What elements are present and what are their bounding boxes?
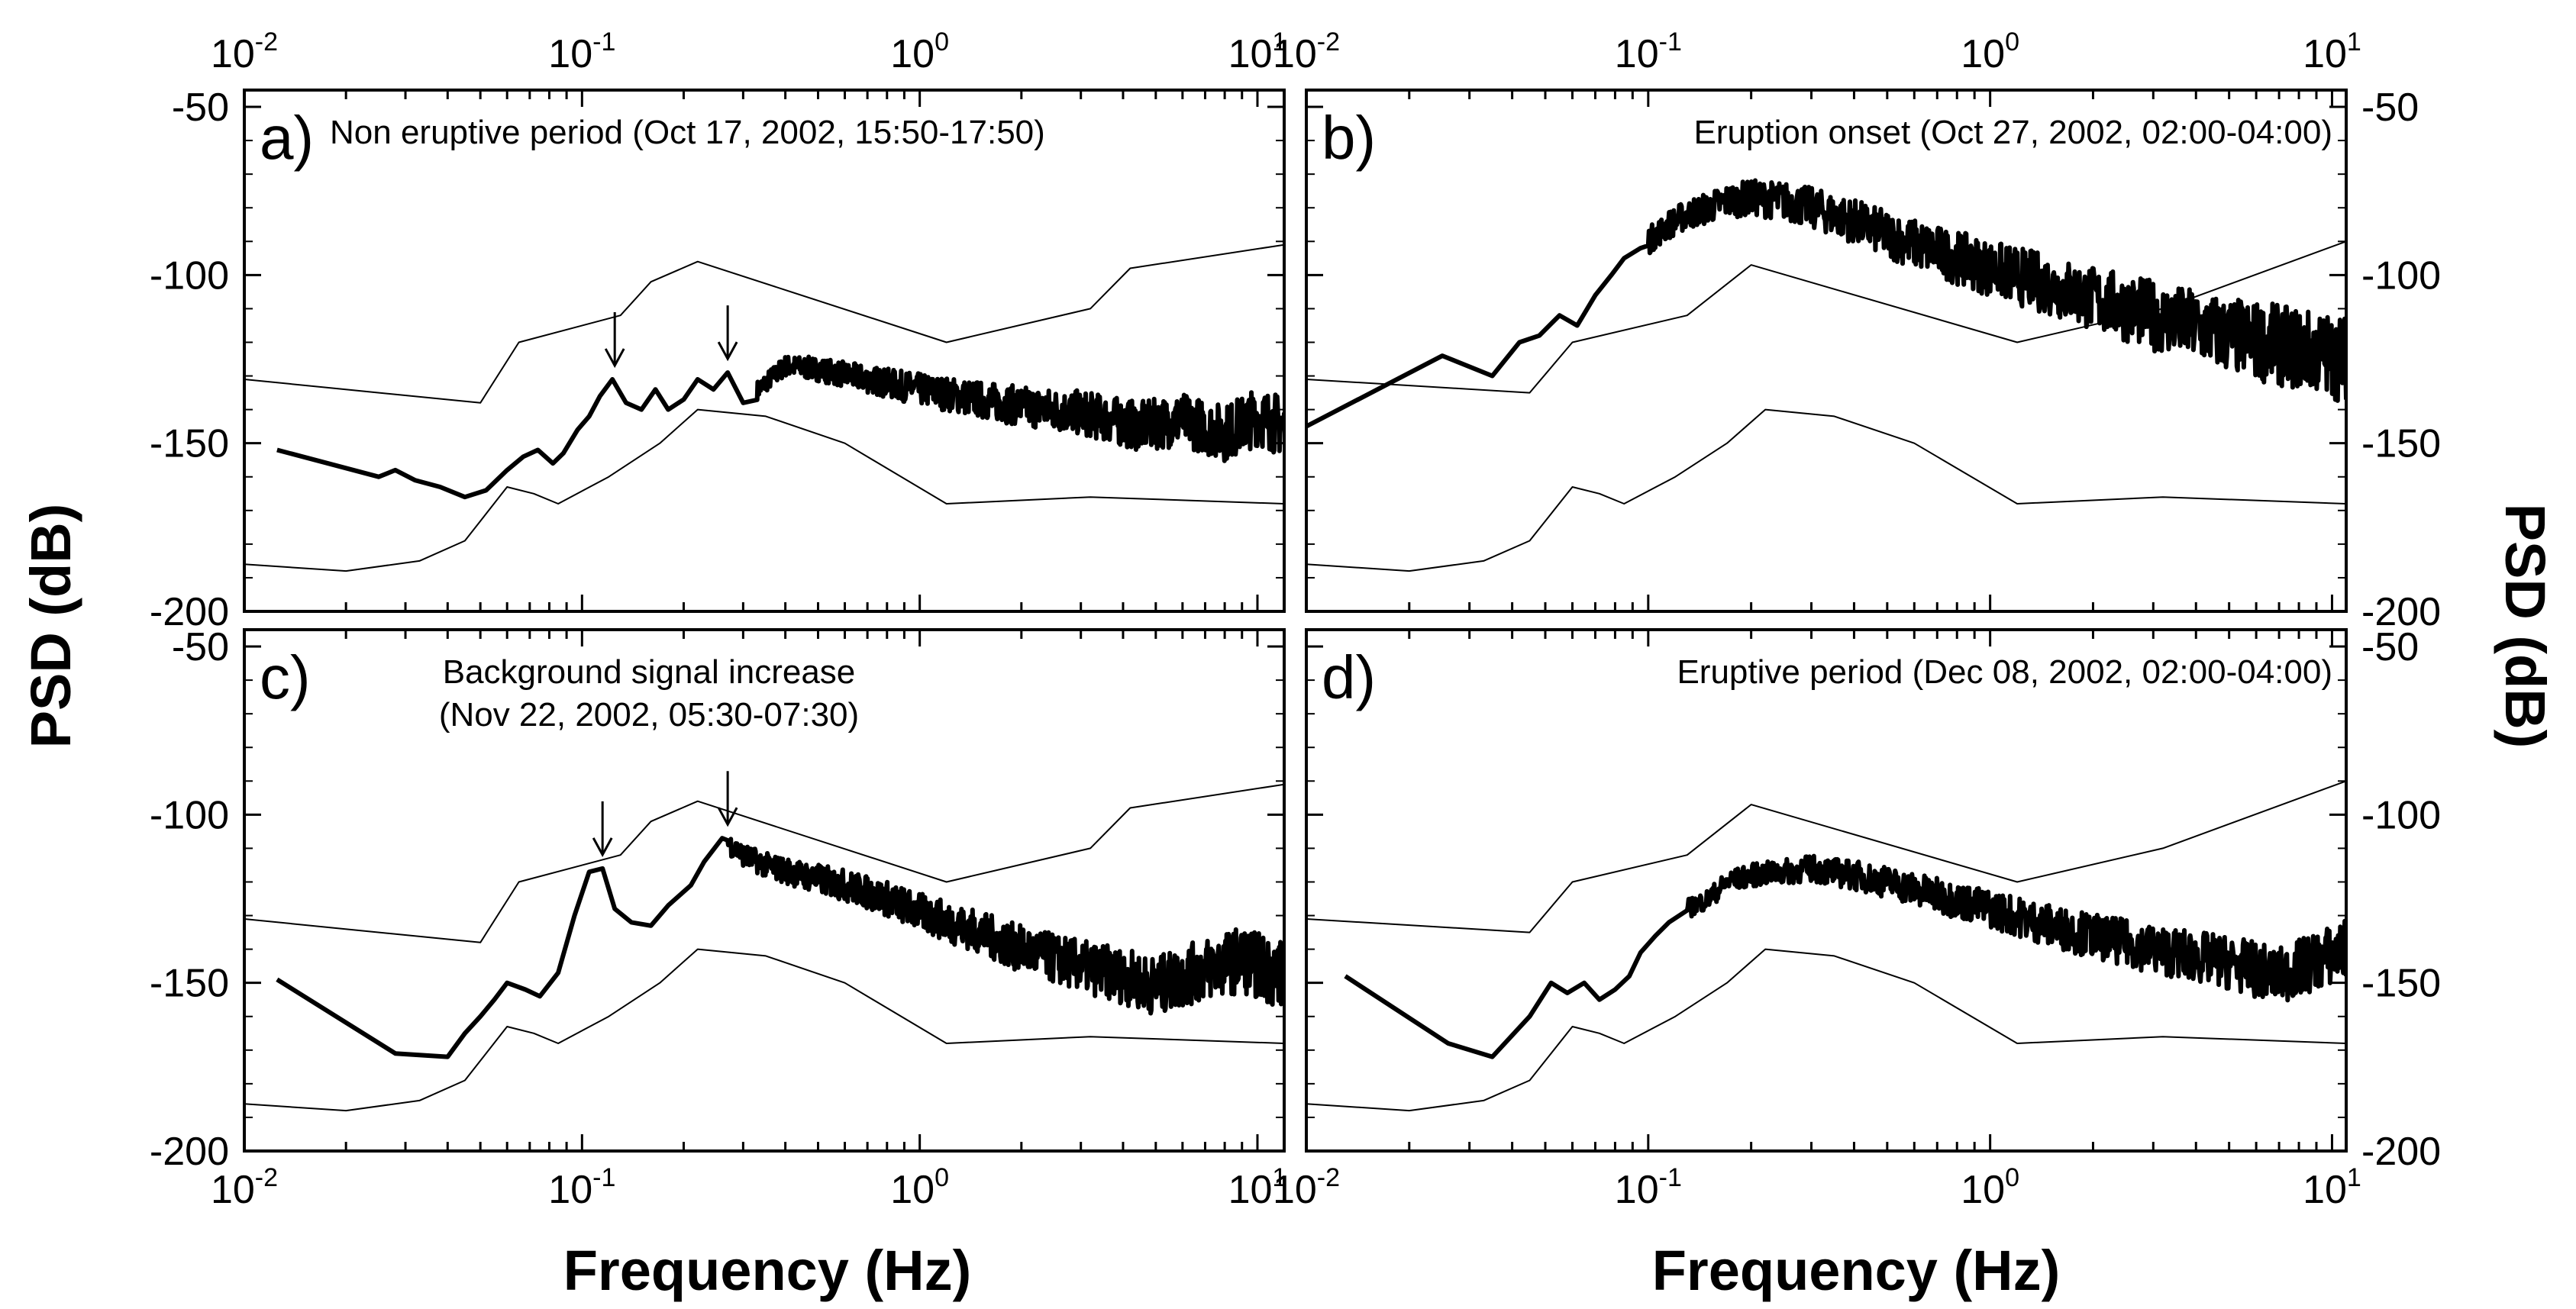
- x-tick-label: 101: [2303, 27, 2361, 76]
- arrow-head: [717, 807, 738, 827]
- x-tick-label: 10-1: [548, 1163, 615, 1212]
- arrow-marker: [604, 311, 625, 369]
- panel-letter: c): [260, 643, 311, 711]
- y-tick-label: -150: [150, 422, 229, 466]
- lower-limit-line: [1306, 408, 2346, 572]
- y-tick-label: -150: [2361, 962, 2441, 1006]
- y-tick-label: -200: [150, 590, 229, 634]
- psd-line: [1306, 178, 2346, 429]
- panel-title: Eruption onset (Oct 27, 2002, 02:00-04:0…: [1693, 114, 2332, 151]
- x-tick-label: 100: [890, 27, 949, 76]
- y-tick-label: -50: [2361, 625, 2419, 669]
- psd-line: [276, 836, 1284, 1059]
- y-tick-label: -200: [2361, 590, 2441, 634]
- y-tick-label: -50: [172, 625, 229, 669]
- upper-limit-line: [1306, 780, 2346, 933]
- y-tick-label: -150: [2361, 422, 2441, 466]
- y-tick-label: -50: [172, 85, 229, 130]
- upper-limit-line: [244, 783, 1284, 943]
- arrow-marker: [592, 801, 613, 857]
- y-axis-title-left: PSD (dB): [19, 504, 82, 749]
- panel-d-frame: [1305, 628, 2348, 1153]
- y-tick-label: -50: [2361, 85, 2419, 130]
- x-tick-label: 101: [2303, 1163, 2361, 1212]
- panel-b-series: [1306, 178, 2346, 572]
- panel-letter: a): [260, 104, 314, 172]
- x-tick-label: 100: [890, 1163, 949, 1212]
- upper-limit-line: [244, 243, 1284, 404]
- panel-title: Non eruptive period (Oct 17, 2002, 15:50…: [330, 114, 1045, 151]
- x-tick-label: 10-2: [211, 1163, 278, 1212]
- panel-letter: d): [1322, 643, 1376, 711]
- panel-d-series: [1306, 780, 2346, 1112]
- y-tick-label: -150: [150, 962, 229, 1006]
- y-tick-label: -200: [2361, 1130, 2441, 1174]
- x-tick-label: 10-2: [1273, 1163, 1340, 1212]
- upper-limit-line: [1306, 240, 2346, 394]
- panel-b-frame: [1305, 89, 2348, 613]
- lower-limit-line: [244, 948, 1284, 1112]
- y-tick-label: -100: [2361, 253, 2441, 298]
- x-tick-label: 10-2: [211, 27, 278, 76]
- panel-d: -50 -100 -150 -200 10-2 10-1 100 101 d) Eruptive …: [1273, 625, 2441, 1212]
- panel-title: Background signal increase: [443, 653, 856, 691]
- y-tick-label: -100: [2361, 793, 2441, 837]
- x-axis-title-right: Frequency (Hz): [1652, 1239, 2061, 1302]
- x-tick-label: 10-2: [1273, 27, 1340, 76]
- panel-a-series: [244, 243, 1284, 572]
- arrow-head: [592, 837, 613, 857]
- lower-limit-line: [244, 408, 1284, 572]
- panel-a-frame: [243, 89, 1286, 613]
- panel-a: -50 -100 -150 -200 10-2 10-1 100 101 a) Non erupt…: [150, 27, 1286, 634]
- x-tick-label: 100: [1961, 27, 2019, 76]
- x-tick-label: 10-1: [1615, 27, 1682, 76]
- x-tick-label: 10-1: [548, 27, 615, 76]
- y-tick-label: -100: [150, 793, 229, 837]
- arrow-head: [604, 348, 625, 369]
- lower-limit-line: [1306, 948, 2346, 1112]
- psd-line: [276, 354, 1284, 500]
- x-tick-label: 100: [1961, 1163, 2019, 1212]
- x-tick-label: 101: [1228, 27, 1287, 76]
- y-tick-label: -100: [150, 253, 229, 298]
- x-tick-label: 101: [1228, 1163, 1287, 1212]
- panel-b: -50 -100 -150 -200 10-2 10-1 100 101 b) Eruption …: [1273, 27, 2441, 634]
- panel-title: (Nov 22, 2002, 05:30-07:30): [439, 696, 859, 733]
- panel-c-series: [244, 783, 1284, 1112]
- panel-title: Eruptive period (Dec 08, 2002, 02:00-04:…: [1677, 653, 2332, 691]
- psd-line: [1344, 853, 2346, 1059]
- arrow-head: [717, 341, 738, 362]
- x-tick-label: 10-1: [1615, 1163, 1682, 1212]
- arrow-marker: [717, 771, 738, 827]
- y-axis-title-right: PSD (dB): [2494, 504, 2557, 749]
- panel-c-frame: [243, 628, 1286, 1153]
- x-axis-title-left: Frequency (Hz): [563, 1239, 972, 1302]
- y-tick-label: -200: [150, 1130, 229, 1174]
- arrow-marker: [717, 305, 738, 362]
- panel-letter: b): [1322, 104, 1376, 172]
